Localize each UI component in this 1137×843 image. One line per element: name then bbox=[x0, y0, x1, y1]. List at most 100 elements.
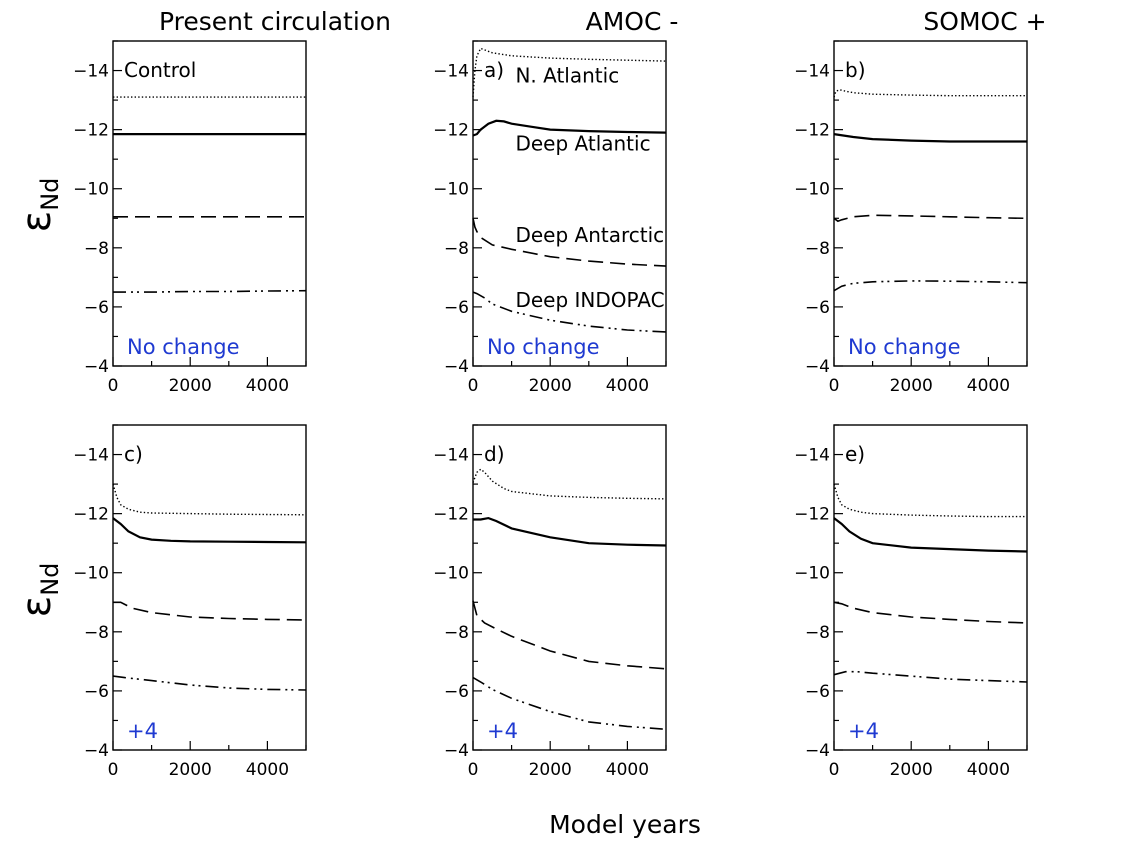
y-tick-label: −12 bbox=[433, 121, 469, 141]
x-tick-label: 2000 bbox=[890, 760, 933, 780]
y-tick-label: −14 bbox=[73, 446, 109, 466]
x-tick-label: 2000 bbox=[890, 376, 933, 396]
y-tick-label: −8 bbox=[84, 623, 109, 643]
panel-note: No change bbox=[848, 335, 961, 359]
y-tick-label: −10 bbox=[794, 564, 830, 584]
series-line-dashdotdot bbox=[113, 289, 307, 293]
series-line-solid bbox=[833, 133, 1027, 143]
svg-text:εNd: εNd bbox=[14, 563, 64, 618]
y-tick-label: −4 bbox=[444, 357, 469, 377]
y-tick-label: −12 bbox=[73, 121, 109, 141]
x-tick-label: 0 bbox=[108, 376, 119, 396]
y-tick-label: −10 bbox=[433, 180, 469, 200]
series-line-solid bbox=[112, 517, 307, 544]
series-line-dotted bbox=[833, 483, 1027, 518]
panel-label: Control bbox=[124, 58, 196, 82]
y-tick-label: −8 bbox=[84, 239, 109, 259]
series-line-dotted bbox=[112, 483, 307, 516]
x-tick-label: 4000 bbox=[246, 760, 289, 780]
x-tick-label: 0 bbox=[829, 760, 840, 780]
panel-note: No change bbox=[127, 335, 240, 359]
y-axis-label-top: εNd bbox=[14, 178, 64, 233]
y-tick-label: −6 bbox=[84, 298, 109, 318]
panel-bottom-right: −14 −12 −10 −8 −6 −40 2000 4000 e) +4 bbox=[794, 424, 1028, 780]
panel-label: e) bbox=[845, 442, 865, 466]
panel-label: c) bbox=[124, 442, 143, 466]
x-tick-label: 2000 bbox=[169, 760, 212, 780]
panel-label: b) bbox=[845, 58, 866, 82]
series-line-dashed bbox=[833, 601, 1028, 624]
x-tick-label: 4000 bbox=[246, 376, 289, 396]
series-label: Deep Atlantic bbox=[515, 131, 650, 155]
series-line-dashdotdot bbox=[112, 675, 307, 691]
y-tick-label: −4 bbox=[84, 357, 109, 377]
y-tick-label: −12 bbox=[794, 505, 830, 525]
series-line-dashdotdot bbox=[472, 676, 667, 731]
y-tick-label: −12 bbox=[794, 121, 830, 141]
y-tick-label: −4 bbox=[444, 741, 469, 761]
y-tick-label: −14 bbox=[433, 446, 469, 466]
x-tick-label: 2000 bbox=[529, 760, 572, 780]
plot-frame bbox=[833, 424, 1028, 751]
x-tick-label: 4000 bbox=[606, 376, 649, 396]
y-tick-label: −12 bbox=[433, 505, 469, 525]
y-tick-label: −10 bbox=[73, 564, 109, 584]
panel-label: d) bbox=[484, 442, 505, 466]
x-tick-label: 0 bbox=[108, 760, 119, 780]
panel-note: +4 bbox=[487, 719, 518, 743]
series-line-dashdotdot bbox=[472, 291, 667, 333]
column-title-somoc: SOMOC + bbox=[923, 7, 1046, 36]
y-tick-label: −10 bbox=[73, 180, 109, 200]
plot-frame bbox=[472, 40, 667, 367]
x-tick-label: 0 bbox=[829, 376, 840, 396]
series-label: N. Atlantic bbox=[515, 63, 619, 87]
panel-note: +4 bbox=[848, 719, 879, 743]
panel-top-middle: −14 −12 −10 −8 −6 −40 2000 4000 N. Atlantic Deep … bbox=[433, 40, 667, 396]
panel-top-left: −14 −12 −10 −8 −6 −40 2000 4000 Control No change bbox=[73, 40, 307, 396]
y-tick-label: −6 bbox=[805, 298, 830, 318]
y-tick-label: −12 bbox=[73, 505, 109, 525]
series-line-dashed bbox=[113, 601, 307, 621]
y-axis-label-symbol: ε bbox=[14, 596, 60, 618]
y-tick-label: −6 bbox=[444, 682, 469, 702]
series-label: Deep INDOPAC bbox=[515, 288, 664, 312]
x-tick-label: 0 bbox=[468, 760, 479, 780]
series-line-dashed bbox=[833, 214, 1028, 223]
series-line-dashed bbox=[472, 218, 667, 267]
column-title-present: Present circulation bbox=[159, 7, 391, 36]
y-axis-label-symbol: ε bbox=[14, 211, 60, 233]
series-line-dashed bbox=[472, 600, 667, 670]
column-title-amoc: AMOC - bbox=[586, 7, 679, 36]
y-tick-label: −4 bbox=[84, 741, 109, 761]
y-tick-label: −6 bbox=[84, 682, 109, 702]
y-tick-label: −4 bbox=[805, 357, 830, 377]
y-tick-label: −8 bbox=[805, 239, 830, 259]
y-tick-label: −6 bbox=[805, 682, 830, 702]
panel-top-right: −14 −12 −10 −8 −6 −40 2000 4000 b) No change bbox=[794, 40, 1028, 396]
y-tick-label: −6 bbox=[444, 298, 469, 318]
y-tick-label: −8 bbox=[805, 623, 830, 643]
x-tick-label: 4000 bbox=[967, 760, 1010, 780]
y-tick-label: −14 bbox=[794, 446, 830, 466]
y-tick-label: −14 bbox=[794, 62, 830, 82]
x-tick-label: 4000 bbox=[967, 376, 1010, 396]
panel-note: +4 bbox=[127, 719, 158, 743]
series-line-dashdotdot bbox=[833, 670, 1028, 683]
series-line-solid bbox=[473, 516, 667, 547]
series-line-dotted bbox=[833, 89, 1027, 98]
series-line-dashdotdot bbox=[833, 280, 1028, 292]
series-line-dotted bbox=[472, 47, 667, 98]
plot-frame bbox=[472, 424, 667, 751]
panel-label: a) bbox=[484, 58, 504, 82]
series-line-solid bbox=[833, 517, 1028, 553]
y-tick-label: −8 bbox=[444, 623, 469, 643]
y-tick-label: −10 bbox=[794, 180, 830, 200]
y-tick-label: −8 bbox=[444, 239, 469, 259]
panel-bottom-left: −14 −12 −10 −8 −6 −40 2000 4000 c) +4 bbox=[73, 424, 307, 780]
x-tick-label: 2000 bbox=[169, 376, 212, 396]
panel-bottom-middle: −14 −12 −10 −8 −6 −40 2000 4000 d) +4 bbox=[433, 424, 667, 780]
y-tick-label: −14 bbox=[433, 62, 469, 82]
plot-frame bbox=[112, 424, 307, 751]
